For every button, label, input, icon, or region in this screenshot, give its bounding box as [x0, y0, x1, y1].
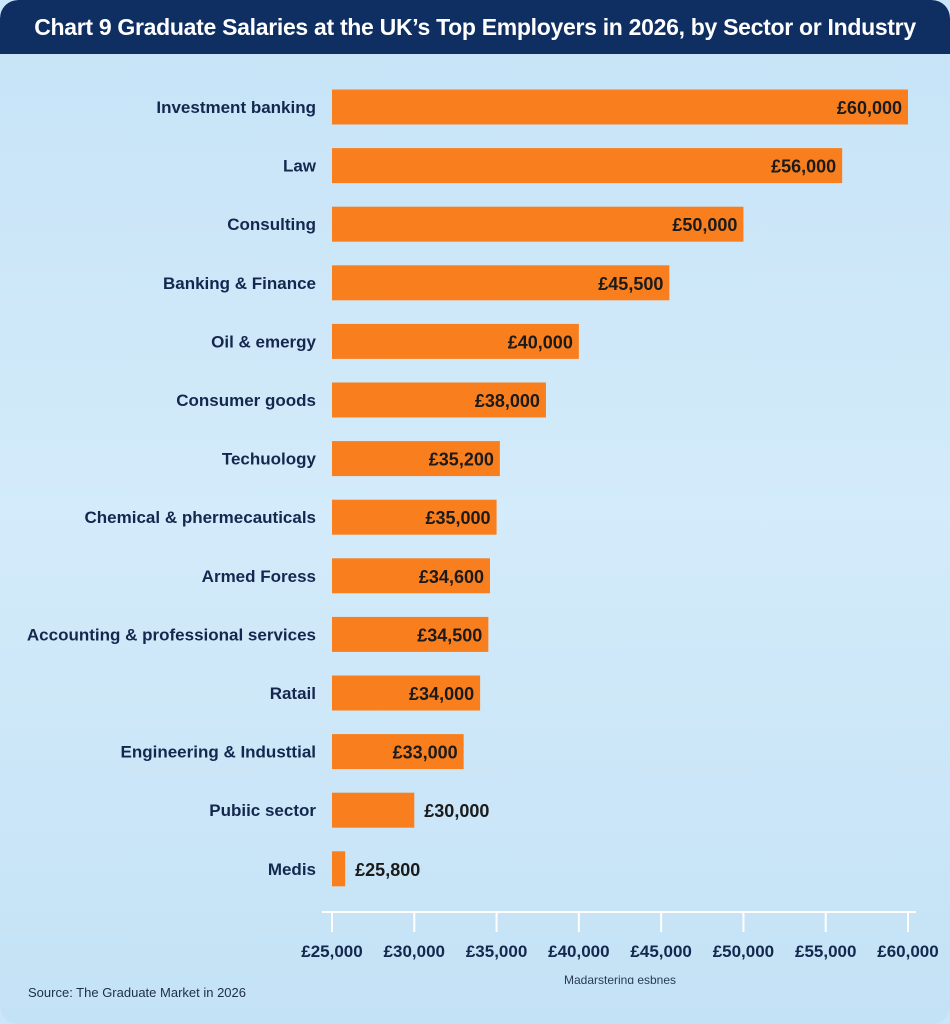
- bar-13: [332, 851, 346, 887]
- bar-8: [332, 558, 490, 594]
- x-tick-label: £25,000: [301, 942, 362, 961]
- bar-12: [332, 792, 415, 828]
- value-label: £34,500: [417, 625, 482, 645]
- category-label: Armed Foress: [202, 567, 316, 586]
- title-bar: Chart 9 Graduate Salaries at the UK’s To…: [0, 0, 950, 54]
- bar-5: [332, 382, 546, 418]
- bar-7: [332, 499, 497, 535]
- bar-9: [332, 616, 489, 652]
- value-label: £25,800: [355, 860, 420, 880]
- bar-2: [332, 206, 744, 242]
- category-label: Banking & Finance: [163, 274, 316, 293]
- value-label: £34,000: [409, 684, 474, 704]
- category-label: Techuology: [222, 450, 317, 469]
- value-label: £35,000: [425, 508, 490, 528]
- category-label: Consulting: [227, 215, 316, 234]
- value-label: £45,500: [598, 274, 663, 294]
- bar-0: [332, 89, 908, 125]
- value-label: £38,000: [475, 391, 540, 411]
- category-label: Law: [283, 157, 317, 176]
- value-label: £56,000: [771, 157, 836, 177]
- category-label: Oil & emergy: [211, 332, 316, 351]
- category-label: Chemical & phermecauticals: [85, 508, 316, 527]
- value-label: £34,600: [419, 567, 484, 587]
- value-label: £40,000: [508, 332, 573, 352]
- bar-3: [332, 265, 670, 301]
- category-label: Ratail: [270, 684, 316, 703]
- category-label: Consumer goods: [176, 391, 316, 410]
- x-tick-label: £50,000: [713, 942, 774, 961]
- x-tick-label: £60,000: [877, 942, 938, 961]
- x-axis-label: Madarstering esbnes: [564, 973, 676, 984]
- x-tick-label: £55,000: [795, 942, 856, 961]
- category-label: Medis: [268, 860, 316, 879]
- chart-title: Chart 9 Graduate Salaries at the UK’s To…: [34, 13, 916, 40]
- bar-1: [332, 148, 843, 184]
- category-label: Pubiic sector: [209, 801, 316, 820]
- value-label: £35,200: [429, 450, 494, 470]
- x-tick-label: £35,000: [466, 942, 527, 961]
- value-label: £50,000: [672, 215, 737, 235]
- value-label: £30,000: [424, 801, 489, 821]
- x-tick-label: £45,000: [630, 942, 691, 961]
- source-note: Source: The Graduate Market in 2026: [28, 985, 246, 1000]
- value-label: £60,000: [837, 98, 902, 118]
- value-label: £33,000: [393, 743, 458, 763]
- category-label: Engineering & Industtial: [120, 743, 316, 762]
- bar-6: [332, 441, 500, 477]
- bar-11: [332, 734, 464, 770]
- category-label: Accounting & professional services: [27, 625, 316, 644]
- category-label: Investment banking: [156, 98, 316, 117]
- bar-10: [332, 675, 481, 711]
- x-tick-label: £40,000: [548, 942, 609, 961]
- bar-4: [332, 323, 579, 359]
- bar-chart: Investment banking £60,000 Law £56,000 Consu…: [27, 89, 939, 984]
- x-tick-label: £30,000: [384, 942, 445, 961]
